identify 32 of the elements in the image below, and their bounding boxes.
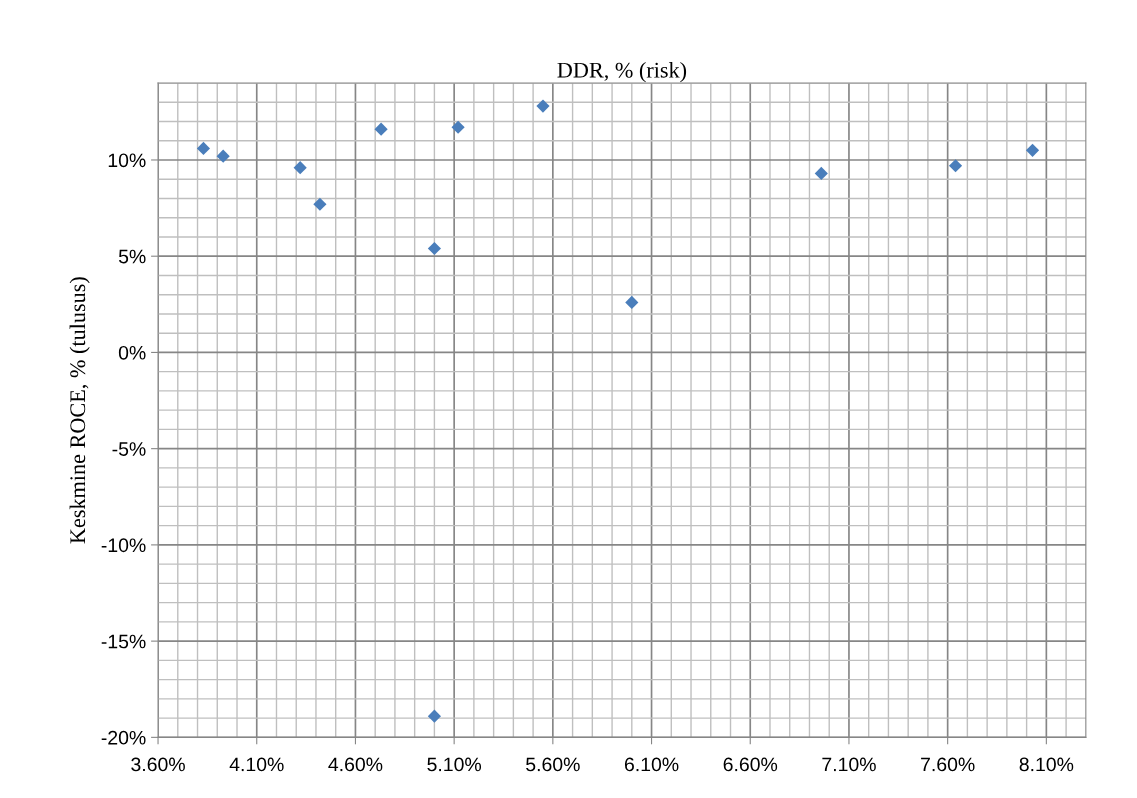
- x-tick-label: 5.10%: [427, 757, 482, 772]
- point: [427, 241, 441, 256]
- y-tick-label: 5%: [118, 249, 146, 264]
- y-tick-label: -5%: [112, 442, 146, 456]
- y-tick-label: 10%: [108, 153, 146, 168]
- point: [948, 159, 963, 173]
- chart-title: DDR, % (risk): [557, 62, 687, 83]
- x-tick-label: 3.60%: [131, 757, 185, 772]
- point: [625, 295, 639, 309]
- point: [313, 197, 327, 211]
- x-tick-label: 6.10%: [624, 757, 679, 772]
- y-tick-label: 0%: [118, 345, 146, 360]
- x-tick-label: 4.60%: [328, 757, 383, 772]
- point: [196, 141, 211, 156]
- point: [293, 161, 307, 175]
- y-tick-label: -15%: [101, 634, 146, 649]
- x-tick-label: 8.10%: [1019, 757, 1074, 772]
- x-tick-label: 7.10%: [822, 757, 876, 772]
- x-tick-label: 4.10%: [229, 757, 284, 772]
- x-tick-label: 6.60%: [723, 757, 778, 772]
- point: [216, 149, 230, 163]
- point: [1025, 143, 1040, 157]
- y-tick-label: -20%: [101, 730, 146, 745]
- point: [536, 99, 550, 113]
- x-tick-label: 5.60%: [526, 757, 580, 772]
- point: [374, 122, 388, 136]
- point: [427, 709, 441, 723]
- y-axis-title: Keskmine ROCE, % (tulusus): [69, 277, 90, 544]
- point: [451, 120, 465, 134]
- y-tick-label: -10%: [101, 538, 146, 553]
- point: [814, 166, 828, 181]
- x-tick-label: 7.60%: [921, 757, 975, 772]
